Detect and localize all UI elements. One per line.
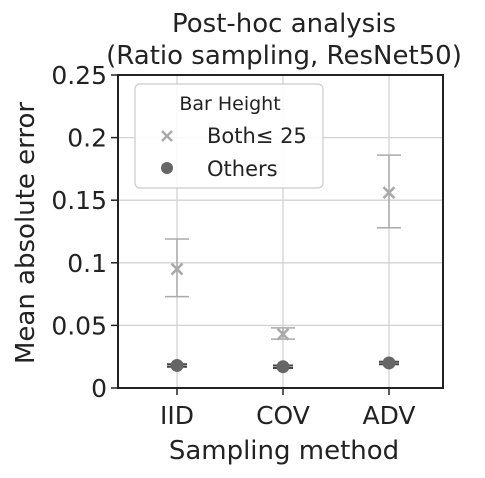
x-tick-label-adv: ADV xyxy=(362,401,415,430)
y-tick-label-0: 0 xyxy=(91,374,107,403)
y-axis-label: Mean absolute error xyxy=(11,102,41,364)
y-tick-label-5: 0.25 xyxy=(51,61,107,90)
y-tick-label-2: 0.1 xyxy=(67,249,107,278)
legend-box xyxy=(134,83,324,189)
point-0-adv xyxy=(377,154,401,229)
legend-marker-x xyxy=(161,130,173,142)
point-1-adv xyxy=(379,356,399,370)
y-tick-label-1: 0.05 xyxy=(51,311,107,340)
plot-frame xyxy=(117,74,444,389)
marker-circle xyxy=(170,358,184,372)
data-marks xyxy=(165,154,401,374)
point-1-cov xyxy=(273,360,293,374)
x-axis-label: Sampling method xyxy=(169,436,399,466)
legend-marker-circle xyxy=(161,162,173,174)
point-1-iid xyxy=(167,358,187,372)
x-ticks: IID COV ADV xyxy=(160,388,416,430)
marker-x xyxy=(170,262,184,276)
marker-circle xyxy=(276,360,290,374)
chart-title-line-2: (Ratio sampling, ResNet50) xyxy=(106,41,462,71)
point-0-iid xyxy=(165,238,189,298)
legend-label-both: Both≤ 25 xyxy=(207,124,307,148)
x-tick-label-cov: COV xyxy=(256,401,310,430)
y-ticks: 0 0.05 0.1 0.15 0.2 0.25 xyxy=(51,61,118,403)
point-0-cov xyxy=(271,327,295,341)
legend: Bar Height Both≤ 25 Others xyxy=(134,83,324,189)
marker-x xyxy=(382,186,396,200)
legend-label-others: Others xyxy=(207,157,278,181)
legend-title: Bar Height xyxy=(179,93,280,115)
marker-x xyxy=(276,327,290,341)
marker-circle xyxy=(382,356,396,370)
y-tick-label-4: 0.2 xyxy=(67,124,107,153)
y-tick-label-3: 0.15 xyxy=(51,186,107,215)
chart-title-line-1: Post-hoc analysis xyxy=(172,9,396,39)
x-tick-label-iid: IID xyxy=(160,401,194,430)
